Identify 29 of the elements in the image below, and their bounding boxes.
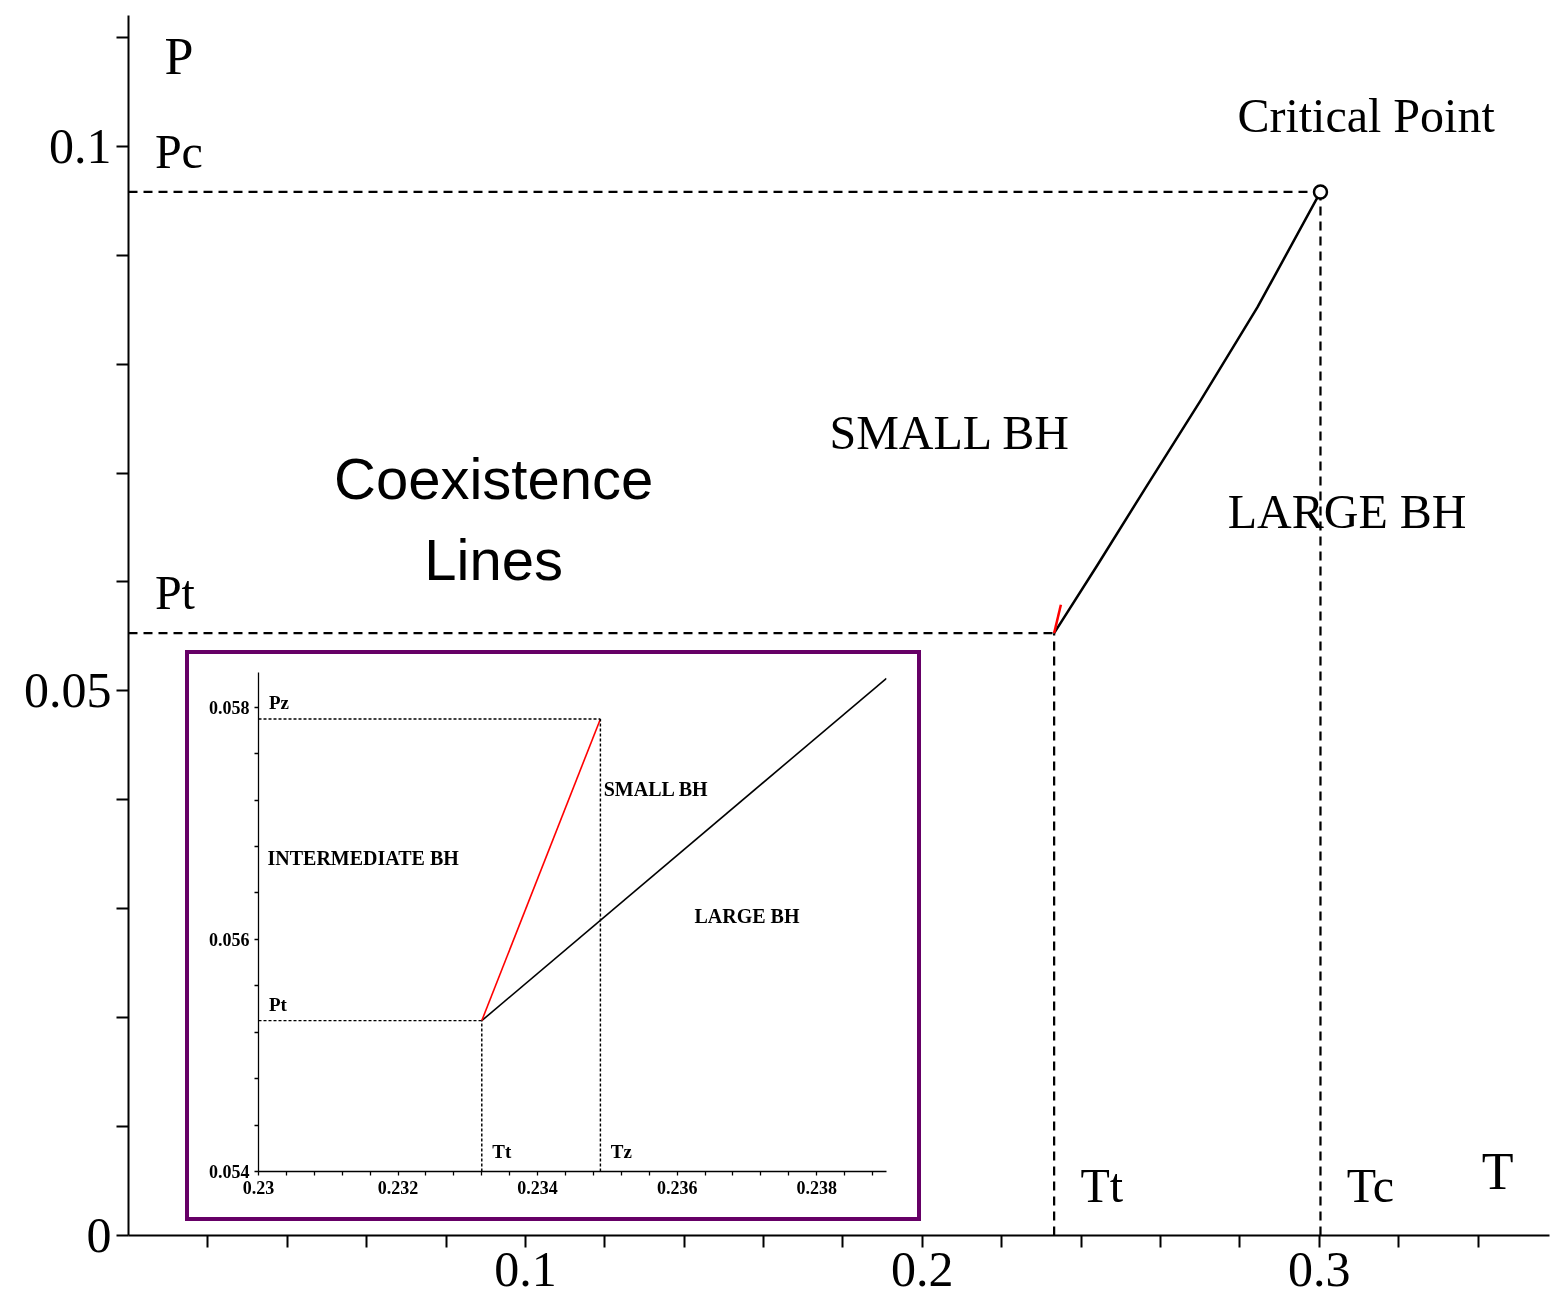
annotation: Pt [154, 565, 196, 619]
y-tick-label: 0.058 [209, 697, 250, 718]
annotation: Tz [610, 1141, 633, 1162]
y-tick-label: 0.1 [49, 117, 112, 174]
y-tick-label: 0.05 [24, 662, 112, 719]
y-axis-title: P [164, 28, 194, 86]
y-tick-label: 0 [86, 1207, 112, 1263]
x-tick-label: 0.234 [517, 1177, 558, 1198]
x-tick-label: 0.238 [796, 1177, 837, 1198]
x-tick-label: 0.232 [377, 1177, 419, 1198]
annotation: Tt [492, 1141, 512, 1162]
annotation: Coexistence Lines [334, 445, 654, 592]
y-tick-label: 0.056 [209, 929, 250, 950]
annotation: Tt [1080, 1158, 1124, 1212]
annotation: INTERMEDIATE BH [267, 847, 460, 870]
annotation: Tc [1346, 1158, 1395, 1212]
annotation: Pt [268, 993, 288, 1015]
annotation: LARGE BH [694, 905, 800, 928]
x-tick-label: 0.3 [1288, 1240, 1351, 1297]
annotation: SMALL BH [829, 406, 1070, 460]
annotation: SMALL BH [603, 777, 709, 800]
x-tick-label: 0.1 [494, 1240, 557, 1297]
annotation: LARGE BH [1227, 484, 1467, 538]
annotation: Pc [154, 124, 203, 178]
annotation: Pz [268, 692, 290, 714]
x-axis-title: T [1481, 1142, 1514, 1200]
x-tick-label: 0.2 [891, 1240, 954, 1297]
annotation: Critical Point [1237, 88, 1496, 142]
x-tick-label: 0.236 [656, 1177, 698, 1198]
